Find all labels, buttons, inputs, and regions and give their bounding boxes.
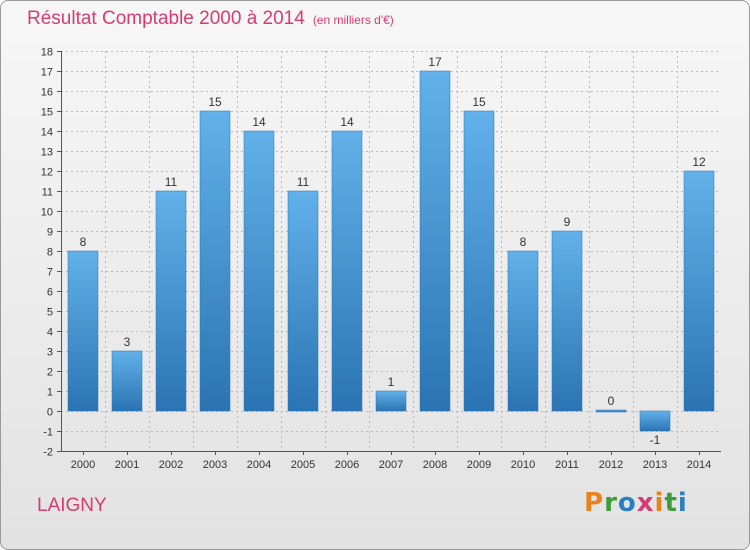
y-tick-label: 2 xyxy=(47,367,53,379)
y-tick-label: 16 xyxy=(41,87,53,99)
bar-2008 xyxy=(419,70,451,412)
y-tick-label: 13 xyxy=(41,147,53,159)
x-tick-label: 2004 xyxy=(247,459,271,471)
bar-2001 xyxy=(111,350,143,412)
x-tick-label: 2002 xyxy=(159,459,183,471)
x-tick-label: 2012 xyxy=(599,459,623,471)
data-label: -1 xyxy=(650,433,661,447)
bar-2007 xyxy=(375,390,407,412)
data-label: 14 xyxy=(252,115,266,129)
bar-2014 xyxy=(683,170,715,412)
bar-2012 xyxy=(595,409,627,413)
y-tick-label: 8 xyxy=(47,247,53,259)
data-label: 12 xyxy=(692,155,706,169)
chart-title-block: Résultat Comptable 2000 à 2014 (en millie… xyxy=(27,8,394,30)
bar-2009 xyxy=(463,110,495,412)
chart-subtitle: (en milliers d'€) xyxy=(312,13,394,27)
data-label: 15 xyxy=(472,95,486,109)
data-label: 3 xyxy=(124,335,131,349)
bar-2002 xyxy=(155,190,187,412)
data-label: 15 xyxy=(208,95,222,109)
data-label: 11 xyxy=(165,175,178,189)
y-tick-label: 7 xyxy=(47,267,53,279)
y-tick-label: 10 xyxy=(41,207,53,219)
x-tick-label: 2009 xyxy=(467,459,491,471)
x-tick-label: 2007 xyxy=(379,459,403,471)
chart-title: Résultat Comptable 2000 à 2014 xyxy=(27,8,305,29)
data-label: 8 xyxy=(80,235,87,249)
bar-2000 xyxy=(67,250,99,412)
y-tick-label: -2 xyxy=(43,447,53,459)
y-tick-label: 0 xyxy=(47,407,53,419)
bar-2006 xyxy=(331,130,363,412)
x-tick-label: 2014 xyxy=(687,459,711,471)
data-label: 17 xyxy=(428,55,442,69)
logo-letter: i xyxy=(677,488,688,518)
y-tick-label: -1 xyxy=(43,427,53,439)
data-label: 9 xyxy=(564,215,571,229)
y-tick-label: 11 xyxy=(42,187,53,199)
x-tick-label: 2013 xyxy=(643,459,667,471)
y-tick-label: 1 xyxy=(47,387,53,399)
logo-letter: i xyxy=(654,488,665,518)
bar-2004 xyxy=(243,130,275,412)
logo-letter: t xyxy=(664,488,678,518)
x-tick-label: 2001 xyxy=(115,459,139,471)
x-tick-label: 2005 xyxy=(291,459,315,471)
data-label: 14 xyxy=(340,115,354,129)
logo-letter: r xyxy=(604,488,618,518)
x-tick-label: 2010 xyxy=(511,459,535,471)
y-tick-label: 12 xyxy=(41,167,53,179)
proxiti-logo: Proxiti xyxy=(584,488,688,518)
y-tick-label: 15 xyxy=(41,107,53,119)
x-tick-label: 2000 xyxy=(71,459,95,471)
bar-2003 xyxy=(199,110,231,412)
data-label: 0 xyxy=(608,394,615,408)
y-tick-label: 17 xyxy=(41,67,53,79)
bars xyxy=(67,70,715,432)
data-label: 8 xyxy=(520,235,527,249)
bar-2005 xyxy=(287,190,319,412)
data-label: 1 xyxy=(388,375,395,389)
x-tick-label: 2011 xyxy=(555,459,579,471)
bar-2013 xyxy=(639,410,671,432)
y-tick-label: 6 xyxy=(47,287,53,299)
y-tick-label: 14 xyxy=(41,127,53,139)
y-tick-label: 4 xyxy=(47,327,53,339)
data-labels: 8 3 11 15 14 11 14 1 17 15 8 9 0 -1 12 xyxy=(80,55,706,447)
commune-name: LAIGNY xyxy=(37,495,107,516)
data-label: 11 xyxy=(297,175,310,189)
y-tick-label: 9 xyxy=(47,227,53,239)
bar-2011 xyxy=(551,230,583,412)
x-tick-label: 2003 xyxy=(203,459,227,471)
logo-letter: o xyxy=(617,488,637,518)
x-tick-label: 2006 xyxy=(335,459,359,471)
y-tick-label: 18 xyxy=(41,47,53,59)
logo-letter: x xyxy=(636,488,655,518)
bar-2010 xyxy=(507,250,539,412)
x-tick-label: 2008 xyxy=(423,459,447,471)
logo-letter: P xyxy=(584,488,605,518)
y-tick-label: 3 xyxy=(47,347,53,359)
y-tick-label: 5 xyxy=(47,307,53,319)
